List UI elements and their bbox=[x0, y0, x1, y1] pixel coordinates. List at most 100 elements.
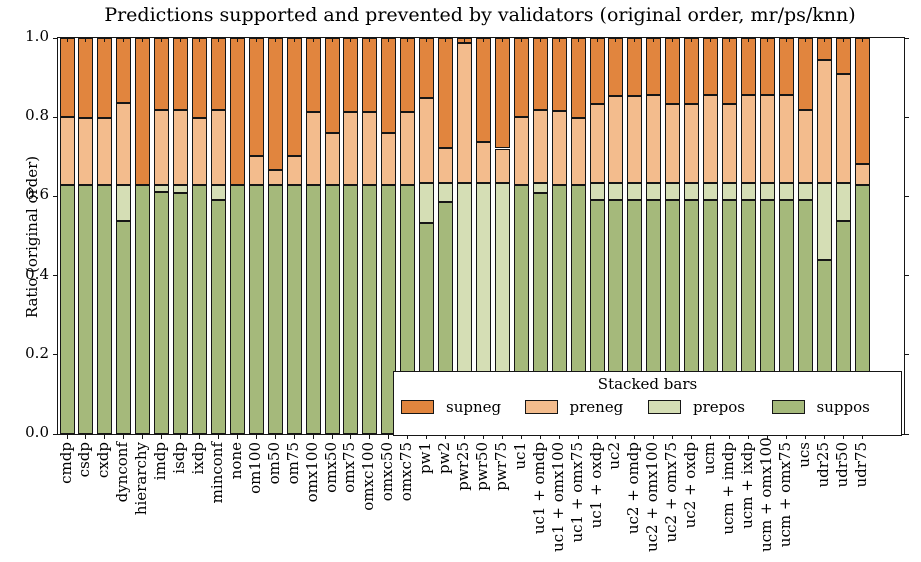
x-tick-label: hierarchy bbox=[132, 442, 151, 516]
bar-segment-prepos bbox=[419, 183, 435, 224]
x-tick-label: ixdp bbox=[189, 442, 207, 475]
bar-segment-supneg bbox=[703, 38, 719, 96]
x-tick-label: udr75 bbox=[851, 442, 870, 488]
bar-segment-supneg bbox=[646, 38, 662, 96]
bar-segment-prepos bbox=[722, 183, 738, 200]
x-top-tick bbox=[596, 38, 598, 42]
bar-segment-supneg bbox=[248, 38, 264, 157]
x-bottom-tick bbox=[236, 435, 238, 439]
bar-segment-supneg bbox=[759, 38, 775, 96]
legend-swatch-supneg bbox=[401, 400, 434, 414]
y-left-tick bbox=[53, 116, 57, 118]
x-bottom-tick bbox=[142, 435, 144, 439]
bar-segment-preneg bbox=[59, 117, 75, 185]
bar-segment-supneg bbox=[778, 38, 794, 96]
y-right-tick bbox=[905, 195, 909, 197]
x-top-tick bbox=[501, 38, 503, 42]
bar-segment-prepos bbox=[627, 183, 643, 200]
bar-segment-supneg bbox=[740, 38, 756, 96]
bar-segment-prepos bbox=[210, 184, 226, 200]
legend-row: supneg preneg prepos suppos bbox=[394, 393, 901, 415]
legend-swatch-suppos bbox=[771, 400, 805, 414]
x-top-tick bbox=[577, 38, 579, 42]
x-bottom-tick bbox=[842, 435, 844, 439]
bar-segment-supneg bbox=[210, 38, 226, 111]
bar-segment-supneg bbox=[854, 38, 870, 164]
x-tick-label: udr25 bbox=[813, 442, 832, 488]
bar-segment-supneg bbox=[400, 38, 416, 113]
bar-segment-preneg bbox=[854, 163, 870, 185]
bar-segment-supneg bbox=[362, 38, 378, 112]
bar-segment-preneg bbox=[267, 170, 283, 185]
y-right-tick bbox=[905, 275, 909, 277]
x-top-tick bbox=[217, 38, 219, 42]
x-top-tick bbox=[729, 38, 731, 42]
x-bottom-tick bbox=[426, 435, 428, 439]
x-bottom-tick bbox=[293, 435, 295, 439]
x-top-tick bbox=[142, 38, 144, 42]
x-bottom-tick bbox=[369, 435, 371, 439]
x-bottom-tick bbox=[482, 435, 484, 439]
bar-segment-prepos bbox=[475, 183, 491, 395]
bar-segment-suppos bbox=[305, 184, 321, 434]
bar-segment-preneg bbox=[778, 95, 794, 184]
bar-segment-preneg bbox=[97, 118, 113, 185]
x-top-tick bbox=[804, 38, 806, 42]
bar-segment-preneg bbox=[835, 73, 851, 184]
x-top-tick bbox=[255, 38, 257, 42]
bar-segment-suppos bbox=[59, 184, 75, 434]
bar-segment-supneg bbox=[97, 38, 113, 119]
bar-segment-supneg bbox=[267, 38, 283, 171]
bar-segment-preneg bbox=[305, 112, 321, 185]
x-bottom-tick bbox=[217, 435, 219, 439]
bar-segment-suppos bbox=[324, 184, 340, 434]
y-tick-label: 0.4 bbox=[25, 264, 49, 283]
bar-segment-suppos bbox=[286, 184, 302, 434]
bar-segment-prepos bbox=[116, 184, 132, 222]
bar-segment-preneg bbox=[78, 118, 94, 185]
x-tick-label: ucm + ixdp bbox=[737, 442, 756, 529]
bar-segment-supneg bbox=[513, 38, 529, 118]
bar-segment-supneg bbox=[494, 38, 510, 149]
x-bottom-tick bbox=[331, 435, 333, 439]
x-top-tick bbox=[785, 38, 787, 42]
bar-segment-supneg bbox=[835, 38, 851, 74]
bar-segment-supneg bbox=[135, 38, 151, 185]
x-top-tick bbox=[672, 38, 674, 42]
y-right-tick bbox=[905, 354, 909, 356]
bar-segment-suppos bbox=[78, 184, 94, 434]
x-bottom-tick bbox=[388, 435, 390, 439]
bar-segment-supneg bbox=[608, 38, 624, 97]
bar-segment-preneg bbox=[627, 96, 643, 184]
x-bottom-tick bbox=[691, 435, 693, 439]
bar-segment-prepos bbox=[835, 183, 851, 222]
bar-segment-suppos bbox=[210, 199, 226, 434]
x-top-tick bbox=[236, 38, 238, 42]
x-top-tick bbox=[199, 38, 200, 42]
bar-segment-supneg bbox=[570, 38, 586, 119]
bar-segment-preneg bbox=[570, 118, 586, 185]
bar-segment-prepos bbox=[703, 183, 719, 200]
x-bottom-tick bbox=[123, 435, 125, 439]
bar-segment-preneg bbox=[419, 97, 435, 184]
bar-segment-supneg bbox=[324, 38, 340, 134]
x-bottom-tick bbox=[710, 435, 712, 439]
x-bottom-tick bbox=[634, 435, 636, 439]
bar-segment-preneg bbox=[703, 95, 719, 184]
bar-segment-supneg bbox=[665, 38, 681, 105]
bar-segment-preneg bbox=[457, 43, 473, 184]
x-tick-label: cmdp bbox=[56, 442, 75, 484]
bar-segment-supneg bbox=[438, 38, 454, 148]
bar-segment-supneg bbox=[173, 38, 189, 111]
chart-title: Predictions supported and prevented by v… bbox=[104, 4, 856, 26]
y-right-tick bbox=[905, 37, 909, 39]
bar-segment-preneg bbox=[116, 103, 132, 185]
x-tick-label: pwr75 bbox=[491, 442, 510, 491]
bar-segment-prepos bbox=[438, 183, 454, 202]
x-bottom-tick bbox=[445, 435, 447, 439]
x-top-tick bbox=[104, 38, 106, 42]
bar-segment-preneg bbox=[759, 95, 775, 184]
x-top-tick bbox=[407, 38, 409, 42]
bar-segment-preneg bbox=[684, 104, 700, 184]
bar-segment-suppos bbox=[381, 184, 397, 434]
